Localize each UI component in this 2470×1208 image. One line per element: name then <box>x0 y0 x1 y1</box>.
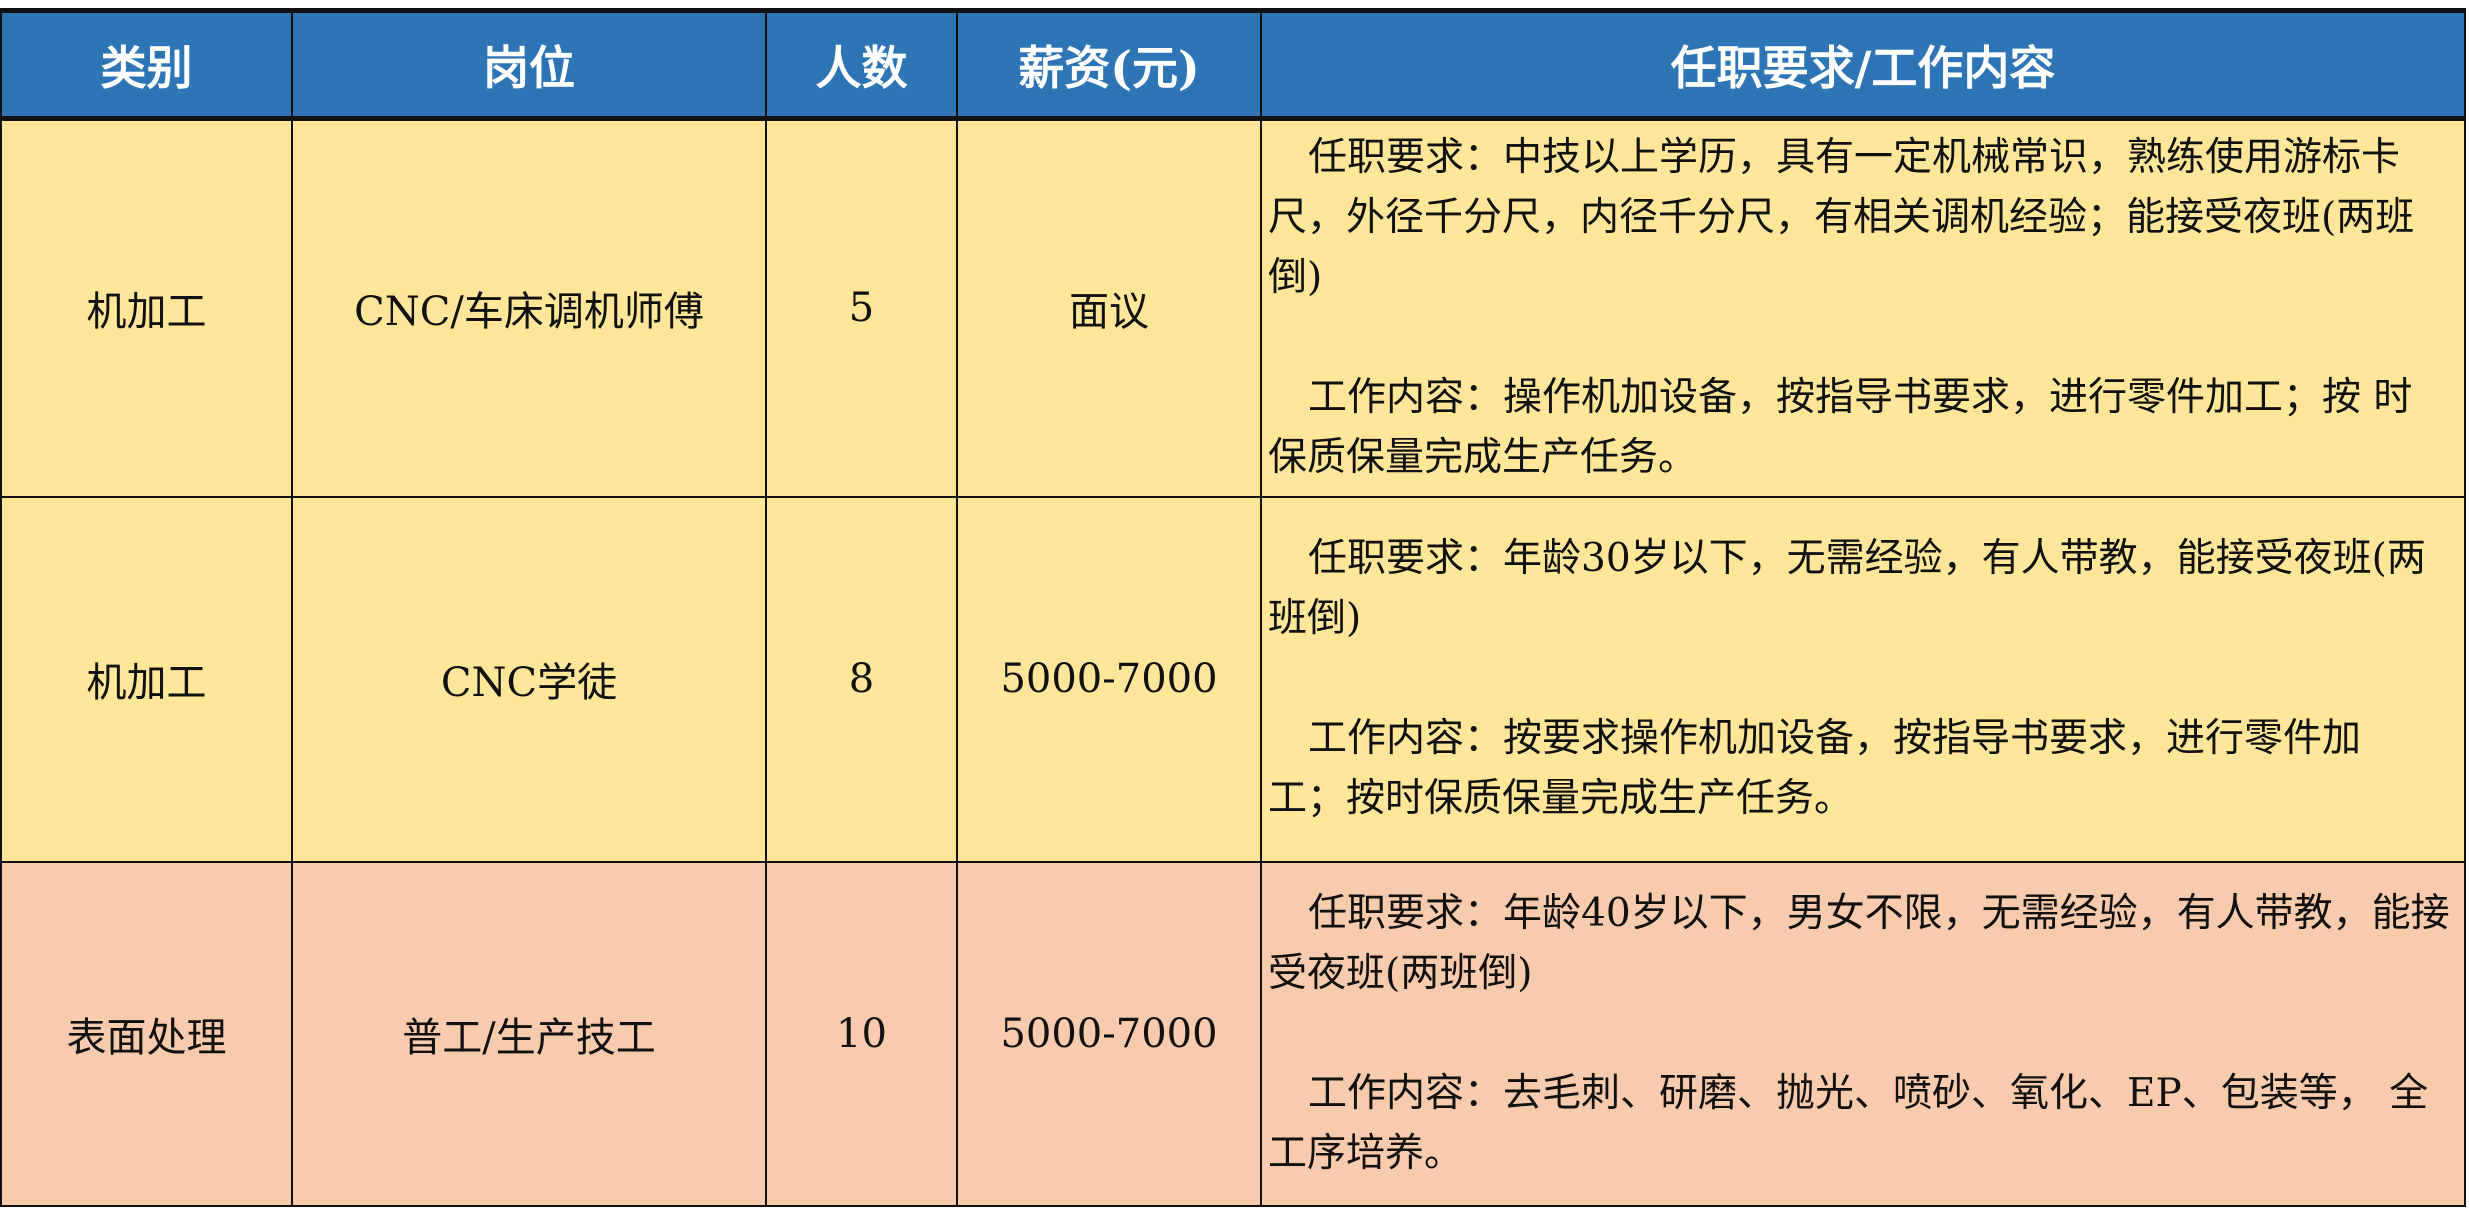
content-text: 工作内容：按要求操作机加设备，按指导书要求，进行零件加 工；按时保质保量完成生产… <box>1268 716 2362 821</box>
category-cell: 表面处理 <box>0 860 293 1207</box>
description-cell: 任职要求：年龄30岁以下，无需经验，有人带教，能接受夜班(两班倒) 工作内容：按… <box>1260 495 2466 863</box>
salary-cell: 5000-7000 <box>956 860 1262 1207</box>
header-category: 类别 <box>0 8 293 121</box>
table-row: 机加工 CNC学徒 8 5000-7000 任职要求：年龄30岁以下，无需经验，… <box>0 495 2466 863</box>
job-table: 类别 岗位 人数 薪资(元) 任职要求/工作内容 机加工 CNC/车床调机师傅 … <box>0 8 2466 1207</box>
position-cell: CNC/车床调机师傅 <box>291 117 767 498</box>
header-position: 岗位 <box>291 8 767 121</box>
header-count: 人数 <box>765 8 958 121</box>
count-cell: 10 <box>765 860 958 1207</box>
count-cell: 5 <box>765 117 958 498</box>
salary-cell: 5000-7000 <box>956 495 1262 863</box>
description-cell: 任职要求：中技以上学历，具有一定机械常识，熟练使用游标卡尺，外径千分尺，内径千分… <box>1260 117 2466 498</box>
content-text: 工作内容：操作机加设备，按指导书要求，进行零件加工；按 时保质保量完成生产任务。 <box>1268 375 2413 481</box>
header-row: 类别 岗位 人数 薪资(元) 任职要求/工作内容 <box>0 8 2466 121</box>
salary-cell: 面议 <box>956 117 1262 498</box>
position-cell: 普工/生产技工 <box>291 860 767 1207</box>
requirement-text: 任职要求：中技以上学历，具有一定机械常识，熟练使用游标卡尺，外径千分尺，内径千分… <box>1268 135 2415 301</box>
header-salary: 薪资(元) <box>956 8 1262 121</box>
content-text: 工作内容：去毛刺、研磨、抛光、喷砂、氧化、EP、包装等， 全工序培养。 <box>1268 1070 2429 1176</box>
description-cell: 任职要求：年龄40岁以下，男女不限，无需经验，有人带教，能接受夜班(两班倒) 工… <box>1260 860 2466 1207</box>
position-cell: CNC学徒 <box>291 495 767 863</box>
category-cell: 机加工 <box>0 117 293 498</box>
count-cell: 8 <box>765 495 958 863</box>
table-row: 机加工 CNC/车床调机师傅 5 面议 任职要求：中技以上学历，具有一定机械常识… <box>0 117 2466 498</box>
header-description: 任职要求/工作内容 <box>1260 8 2466 121</box>
category-cell: 机加工 <box>0 495 293 863</box>
requirement-text: 任职要求：年龄40岁以下，男女不限，无需经验，有人带教，能接受夜班(两班倒) <box>1268 890 2450 996</box>
table-row: 表面处理 普工/生产技工 10 5000-7000 任职要求：年龄40岁以下，男… <box>0 860 2466 1207</box>
requirement-text: 任职要求：年龄30岁以下，无需经验，有人带教，能接受夜班(两班倒) <box>1268 536 2426 641</box>
